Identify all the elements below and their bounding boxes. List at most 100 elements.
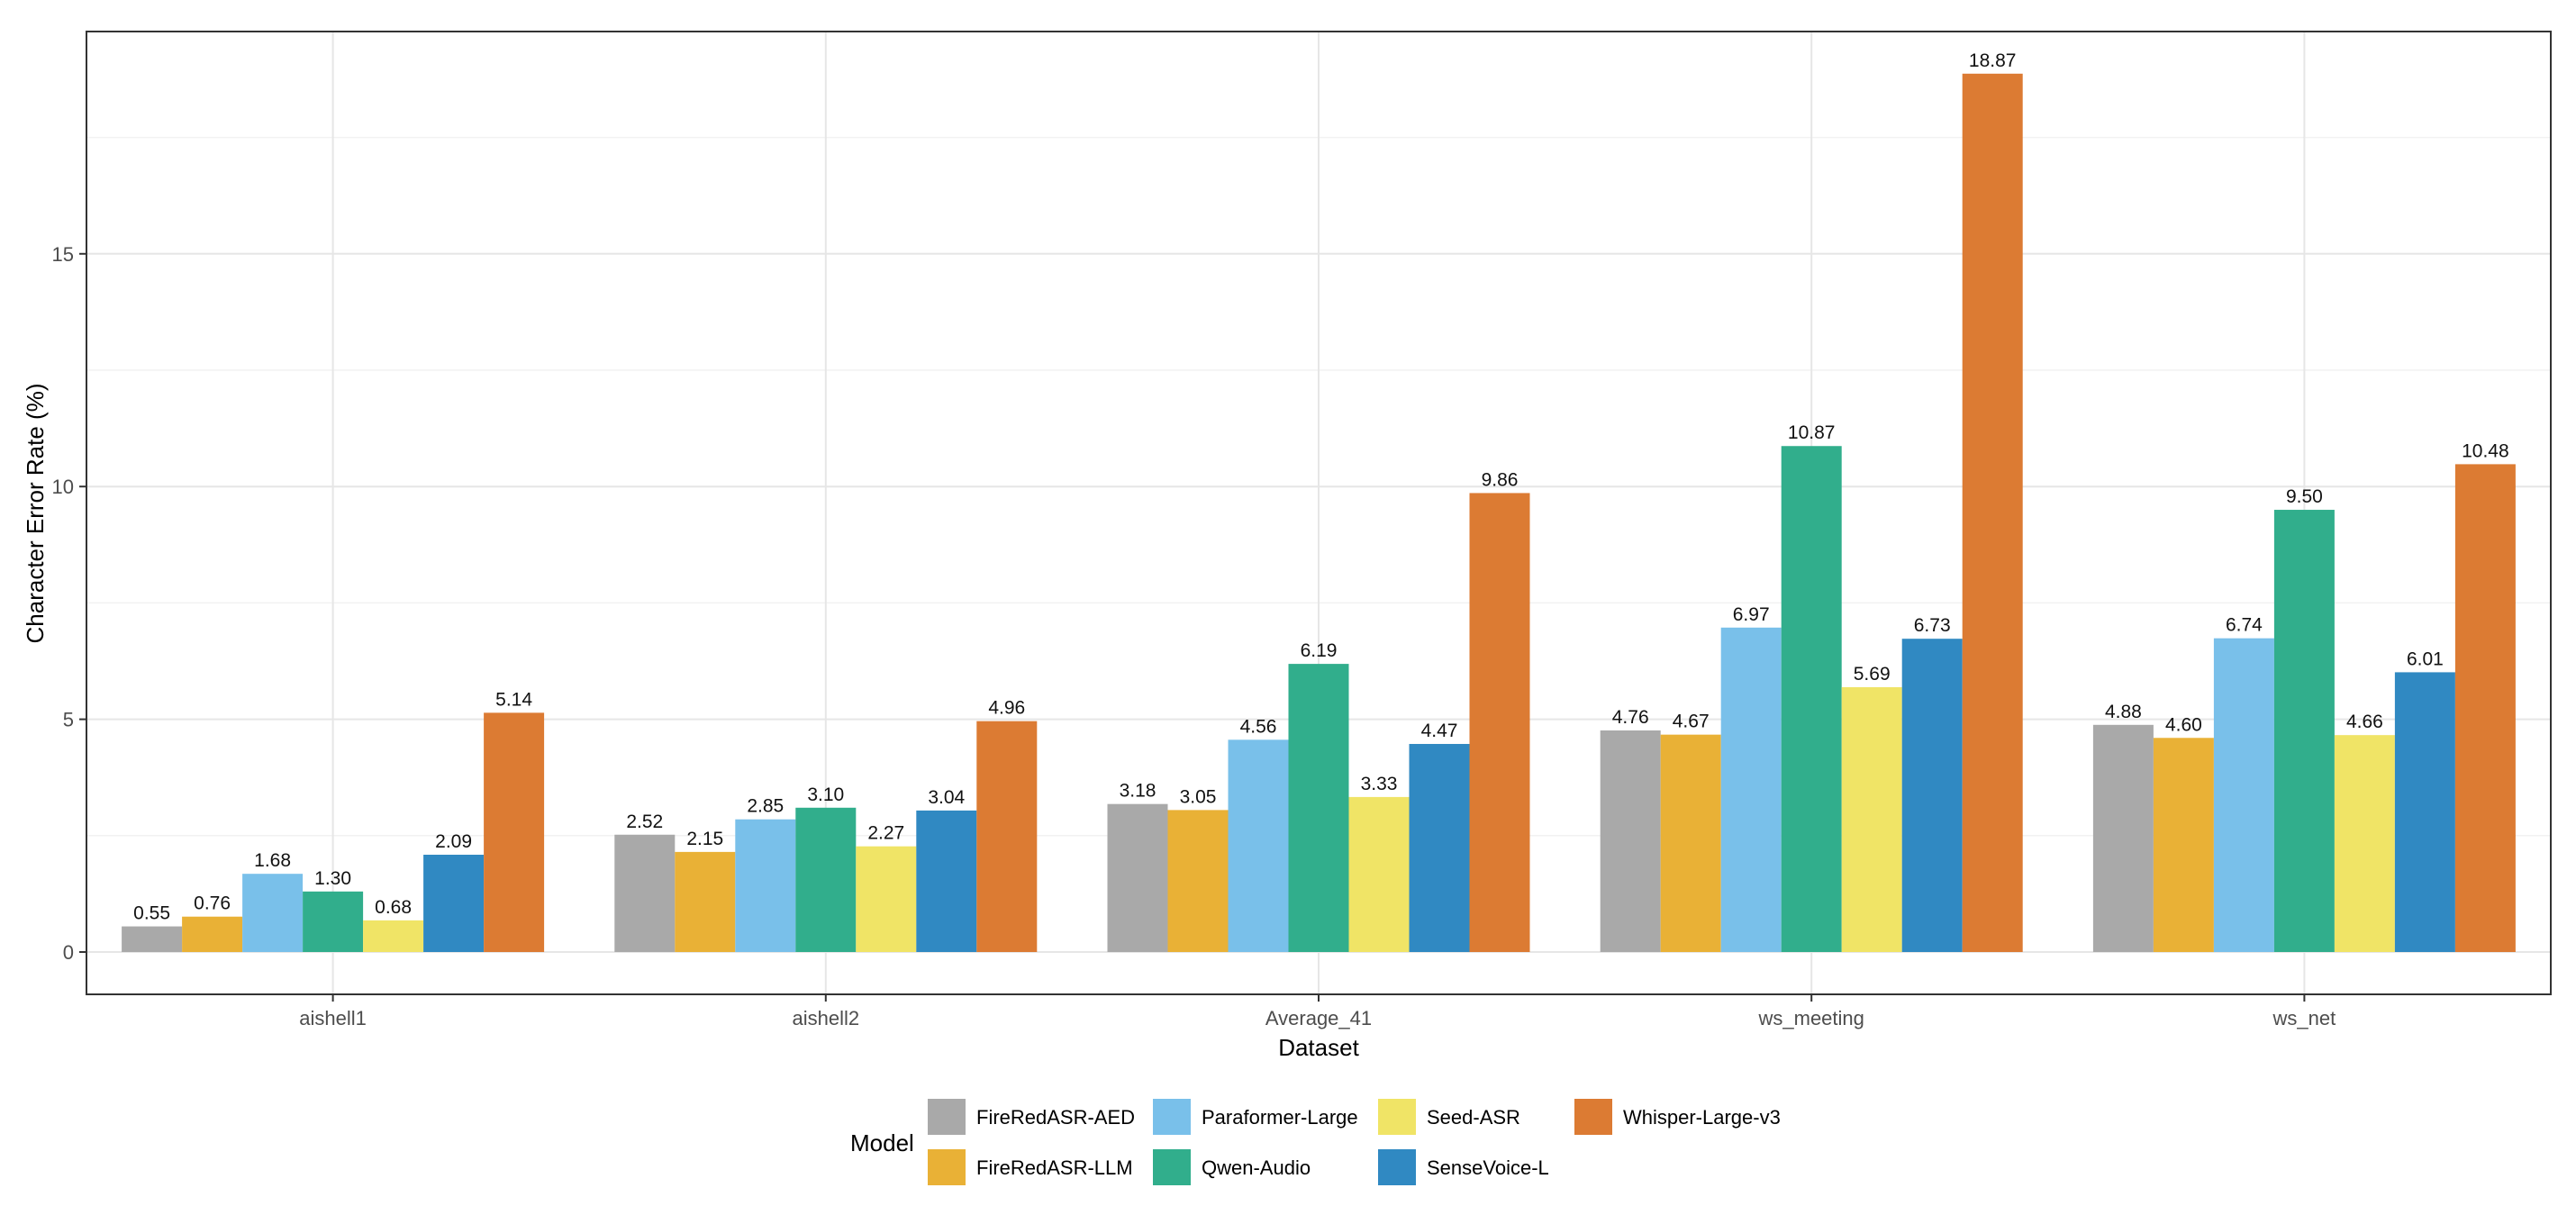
data-label: 2.52 <box>626 812 663 832</box>
bar-fireredasr-aed <box>1107 803 1168 952</box>
data-label: 6.97 <box>1733 604 1770 625</box>
data-label: 4.66 <box>2346 712 2383 732</box>
legend-key <box>1153 1099 1191 1135</box>
data-label: 4.60 <box>2165 714 2202 735</box>
bar-fireredasr-llm <box>1660 734 1721 952</box>
y-axis-title: Character Error Rate (%) <box>22 384 49 644</box>
bar-fireredasr-aed <box>122 926 183 952</box>
data-label: 6.19 <box>1301 640 1338 661</box>
bar-fireredasr-aed <box>614 834 676 952</box>
data-label: 3.04 <box>928 787 965 808</box>
legend-key <box>928 1149 966 1185</box>
bar-sensevoice-l <box>423 854 485 952</box>
data-label: 0.55 <box>133 903 170 924</box>
bar-seed-asr <box>1841 686 1902 952</box>
bar-paraformer-large <box>735 819 796 952</box>
bar-whisper-large-v3 <box>976 721 1038 952</box>
legend-label: Seed-ASR <box>1427 1106 1520 1129</box>
bar-qwen-audio <box>1781 446 1842 952</box>
data-label: 2.15 <box>686 829 723 849</box>
bars-layer <box>122 73 2516 952</box>
bar-seed-asr <box>363 920 424 952</box>
bar-sensevoice-l <box>916 810 977 952</box>
data-label: 9.86 <box>1482 469 1519 490</box>
data-label: 6.01 <box>2407 648 2444 669</box>
data-label: 3.10 <box>807 784 844 805</box>
data-label: 18.87 <box>1969 50 2017 71</box>
bar-fireredasr-llm <box>675 851 736 952</box>
legend-label: FireRedASR-AED <box>976 1106 1135 1129</box>
y-tick-label: 10 <box>52 476 74 498</box>
bar-qwen-audio <box>303 891 364 952</box>
data-label: 6.73 <box>1914 615 1951 636</box>
data-label: 5.14 <box>495 689 532 710</box>
data-label: 3.33 <box>1361 774 1398 794</box>
data-label: 0.68 <box>375 897 412 918</box>
data-label: 6.74 <box>2226 615 2263 636</box>
data-label: 3.18 <box>1120 781 1156 802</box>
legend-title: Model <box>850 1129 914 1156</box>
legend-key <box>1153 1149 1191 1185</box>
x-tick-label: Average_41 <box>1265 1007 1372 1029</box>
legend-label: SenseVoice-L <box>1427 1156 1549 1179</box>
bar-whisper-large-v3 <box>2454 464 2516 952</box>
legend-key <box>1378 1149 1416 1185</box>
bar-paraformer-large <box>1228 739 1289 952</box>
bar-fireredasr-llm <box>1167 810 1229 952</box>
legend-key <box>1378 1099 1416 1135</box>
bar-fireredasr-aed <box>1600 730 1661 952</box>
legend-key <box>928 1099 966 1135</box>
bar-seed-asr <box>1348 796 1410 952</box>
bar-qwen-audio <box>795 807 857 952</box>
x-tick-label: ws_net <box>2272 1007 2336 1029</box>
bar-seed-asr <box>856 846 917 952</box>
bar-qwen-audio <box>2273 510 2335 952</box>
bar-fireredasr-aed <box>2092 724 2154 952</box>
y-tick-label: 0 <box>63 941 74 964</box>
bar-fireredasr-llm <box>182 916 243 952</box>
bar-whisper-large-v3 <box>1962 73 2023 952</box>
legend-label: Whisper-Large-v3 <box>1623 1106 1781 1129</box>
bar-fireredasr-llm <box>2153 738 2214 952</box>
data-label: 4.96 <box>988 698 1025 719</box>
bar-paraformer-large <box>1720 627 1782 952</box>
y-tick-label: 15 <box>52 243 74 266</box>
legend-label: Qwen-Audio <box>1202 1156 1311 1179</box>
x-axis-title: Dataset <box>1278 1034 1359 1061</box>
bar-sensevoice-l <box>1409 743 1470 952</box>
data-label: 0.76 <box>194 893 231 914</box>
data-label: 2.27 <box>867 823 904 844</box>
y-tick-label: 5 <box>63 709 74 731</box>
axes-layer: 0 5 10 15 aishell1 aishell2 Average_41 ws_meeti… <box>52 243 2336 1029</box>
bar-sensevoice-l <box>2394 672 2455 952</box>
legend-key <box>1574 1099 1612 1135</box>
data-label: 10.87 <box>1788 422 1836 443</box>
bar-seed-asr <box>2334 735 2395 952</box>
legend-label: Paraformer-Large <box>1202 1106 1358 1129</box>
data-label: 4.67 <box>1673 712 1710 732</box>
data-label: 4.47 <box>1421 721 1458 741</box>
data-label: 1.30 <box>314 868 351 889</box>
bar-sensevoice-l <box>1901 639 1963 952</box>
legend-label: FireRedASR-LLM <box>976 1156 1133 1179</box>
x-tick-label: ws_meeting <box>1758 1007 1864 1029</box>
data-label: 9.50 <box>2286 486 2323 507</box>
x-tick-label: aishell1 <box>299 1007 367 1029</box>
legend: Model FireRedASR-AED Paraformer-Large Seed… <box>850 1099 1781 1185</box>
data-label: 1.68 <box>254 850 291 871</box>
bar-paraformer-large <box>2213 638 2274 952</box>
data-label: 2.09 <box>435 831 472 852</box>
data-label: 3.05 <box>1180 786 1217 807</box>
bar-whisper-large-v3 <box>484 712 545 952</box>
bar-paraformer-large <box>242 874 304 952</box>
x-tick-label: aishell2 <box>792 1007 859 1029</box>
data-label: 4.88 <box>2105 702 2142 722</box>
data-label: 4.76 <box>1612 707 1649 728</box>
data-label: 2.85 <box>747 796 784 817</box>
data-label: 10.48 <box>2462 440 2509 461</box>
bar-whisper-large-v3 <box>1469 493 1530 952</box>
bar-qwen-audio <box>1288 664 1349 952</box>
data-label: 4.56 <box>1240 716 1277 737</box>
